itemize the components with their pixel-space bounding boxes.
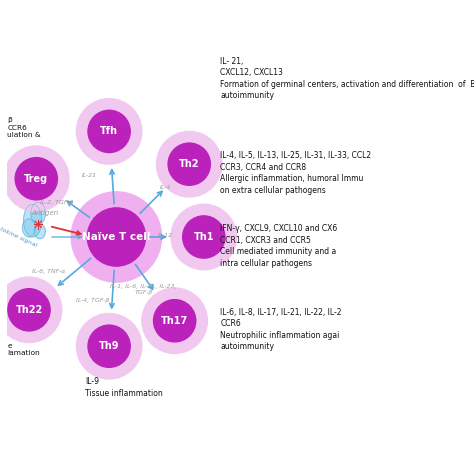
Text: Th22: Th22 bbox=[15, 305, 43, 315]
Text: IL-6, TNF-α: IL-6, TNF-α bbox=[32, 269, 66, 274]
Circle shape bbox=[156, 131, 222, 197]
Circle shape bbox=[154, 300, 196, 342]
Text: IL-21: IL-21 bbox=[82, 173, 97, 178]
Circle shape bbox=[88, 110, 130, 153]
Text: Treg: Treg bbox=[24, 174, 48, 184]
Text: Tfh: Tfh bbox=[100, 127, 118, 137]
Circle shape bbox=[71, 192, 162, 282]
Text: IL- 21,
CXCL12, CXCL13
Formation of germinal centers, activation and differentia: IL- 21, CXCL12, CXCL13 Formation of germ… bbox=[220, 57, 474, 100]
Polygon shape bbox=[31, 202, 46, 224]
Text: IL-2, TGF-β: IL-2, TGF-β bbox=[40, 200, 73, 205]
Text: Th1: Th1 bbox=[193, 232, 214, 242]
Circle shape bbox=[8, 289, 50, 331]
Text: IFN-γ, CXCL9, CXCL10 and CX6
CCR1, CXCR3 and CCR5
Cell mediated immunity and a
i: IFN-γ, CXCL9, CXCL10 and CX6 CCR1, CXCR3… bbox=[220, 224, 337, 268]
Circle shape bbox=[88, 325, 130, 367]
Text: IL-6, IL-8, IL-17, IL-21, IL-22, IL-2
CCR6
Neutrophilic inflammation agai
autoim: IL-6, IL-8, IL-17, IL-21, IL-22, IL-2 CC… bbox=[220, 308, 342, 351]
Text: e
lamation: e lamation bbox=[7, 343, 40, 356]
Circle shape bbox=[0, 277, 62, 343]
Text: IL-12: IL-12 bbox=[158, 233, 173, 237]
Circle shape bbox=[142, 288, 208, 354]
Polygon shape bbox=[22, 219, 36, 237]
Circle shape bbox=[87, 208, 146, 266]
Circle shape bbox=[168, 143, 210, 185]
Circle shape bbox=[171, 204, 237, 270]
Circle shape bbox=[182, 216, 225, 258]
Circle shape bbox=[15, 158, 57, 200]
Text: IL-4, TGF-β: IL-4, TGF-β bbox=[76, 298, 109, 303]
Circle shape bbox=[4, 146, 69, 211]
Polygon shape bbox=[24, 204, 42, 237]
Text: tokine signal: tokine signal bbox=[0, 226, 37, 248]
Circle shape bbox=[76, 99, 142, 164]
Text: IL-1, IL-6, IL-21, IL-23,
TGF-β: IL-1, IL-6, IL-21, IL-23, TGF-β bbox=[110, 284, 177, 295]
Circle shape bbox=[76, 313, 142, 379]
Text: β
CCR6
ulation &: β CCR6 ulation & bbox=[7, 117, 41, 138]
Text: IL-4, IL-5, IL-13, IL-25, IL-31, IL-33, CCL2
CCR3, CCR4 and CCR8
Allergic inflam: IL-4, IL-5, IL-13, IL-25, IL-31, IL-33, … bbox=[220, 151, 371, 195]
Text: IL-4: IL-4 bbox=[160, 185, 171, 191]
Text: Naïve T cell: Naïve T cell bbox=[82, 232, 151, 242]
Text: Th2: Th2 bbox=[179, 159, 200, 169]
Text: IL-9
Tissue inflammation: IL-9 Tissue inflammation bbox=[85, 377, 163, 398]
Text: Th9: Th9 bbox=[99, 341, 119, 351]
Text: Antigen: Antigen bbox=[32, 210, 59, 217]
Polygon shape bbox=[35, 224, 46, 239]
Text: Th17: Th17 bbox=[161, 316, 188, 326]
